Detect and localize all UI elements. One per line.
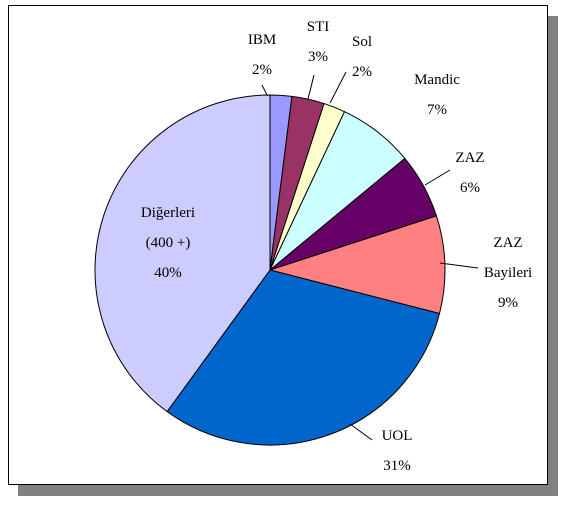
pie-slice <box>94 94 271 413</box>
slice-label: Diğerleri (400 +) <box>140 205 196 251</box>
slice-percent: 31% <box>383 458 411 474</box>
slice-label: STI <box>306 19 330 35</box>
slice-percent: 3% <box>308 49 328 65</box>
slice-label: ZAZ Bayileri <box>483 235 533 281</box>
leader-line <box>307 74 315 100</box>
slice-label: Sol <box>351 34 373 50</box>
slice-label: Mandic <box>414 72 460 88</box>
slice-label: UOL <box>381 428 413 444</box>
slice-label: IBM <box>247 32 277 48</box>
leader-line <box>424 169 451 186</box>
pie-slice <box>268 215 446 315</box>
slice-label: ZAZ <box>455 150 485 166</box>
slice-percent: 40% <box>154 265 182 281</box>
slice-percent: 9% <box>498 295 518 311</box>
leader-line <box>349 423 373 441</box>
slice-percent: 6% <box>460 180 480 196</box>
slice-percent: 2% <box>352 64 372 80</box>
slice-percent: 2% <box>252 62 272 78</box>
leader-line <box>329 71 347 104</box>
pie-slice <box>166 269 441 446</box>
slice-percent: 7% <box>427 102 447 118</box>
leader-line <box>439 262 479 269</box>
